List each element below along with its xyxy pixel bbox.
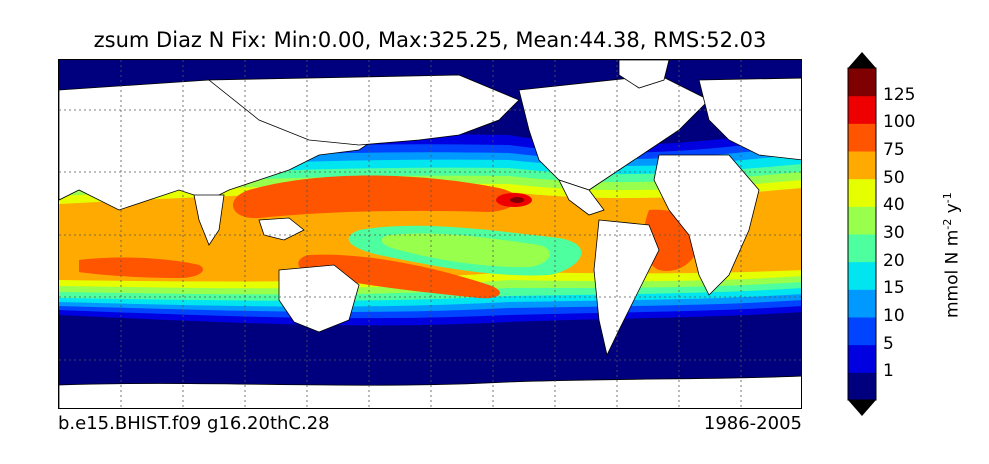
colorbar-tick-label: 40: [883, 195, 905, 216]
land-antarctica: [59, 375, 801, 408]
colorbar-tick-label: 10: [883, 306, 905, 326]
colorbar-segment: [848, 372, 876, 401]
colorbar-segment: [848, 151, 876, 180]
land-north-america: [518, 74, 710, 191]
units-exp1: -2: [941, 218, 954, 230]
colorbar-segment: [848, 206, 876, 235]
colorbar-tick-label: 5: [883, 333, 894, 354]
colorbar-segment: [848, 234, 876, 263]
units-main: mmol N m: [942, 229, 963, 318]
period-caption: 1986-2005: [703, 413, 802, 434]
land-australia: [278, 264, 360, 333]
land-masses: [59, 60, 801, 408]
colorbar-segment: [848, 68, 876, 97]
land-greenland: [618, 60, 670, 89]
colorbar-tick-label: 50: [883, 167, 905, 188]
colorbar-frame: [847, 67, 877, 401]
colorbar-segment: [848, 317, 876, 346]
map-title: zsum Diaz N Fix: Min:0.00, Max:325.25, M…: [93, 28, 767, 52]
colorbar-segment: [848, 123, 876, 152]
map-canvas: [59, 60, 801, 408]
colorbar-tick-label: 30: [883, 223, 905, 243]
land-india: [193, 194, 225, 246]
colorbar-tick-label: 100: [883, 112, 916, 133]
colorbar: [847, 52, 877, 416]
colorbar-tick-label: 20: [883, 250, 905, 271]
land-africa: [653, 154, 760, 296]
colorbar-segment: [848, 95, 876, 124]
run-caption: b.e15.BHIST.f09 g16.20thC.28: [58, 413, 330, 434]
colorbar-segment: [848, 289, 876, 318]
colorbar-segment: [848, 261, 876, 290]
colorbar-units-label: mmol N m-2 y-1: [941, 192, 963, 318]
colorbar-segment: [848, 344, 876, 373]
colorbar-tick-label: 15: [883, 278, 905, 299]
land-central-america: [558, 179, 605, 216]
graticule: [59, 60, 801, 408]
units-mid: y: [942, 203, 963, 219]
map-panel: [58, 59, 802, 409]
colorbar-segment: [848, 178, 876, 207]
land-south-america: [593, 219, 660, 357]
colorbar-tick-label: 1: [883, 361, 894, 382]
units-exp2: -1: [941, 192, 954, 204]
colorbar-extend-max: [848, 52, 876, 68]
colorbar-tick-label: 75: [883, 140, 905, 160]
land-europe: [698, 77, 801, 161]
colorbar-tick-label: 125: [883, 84, 916, 105]
colorbar-extend-min: [848, 400, 876, 416]
